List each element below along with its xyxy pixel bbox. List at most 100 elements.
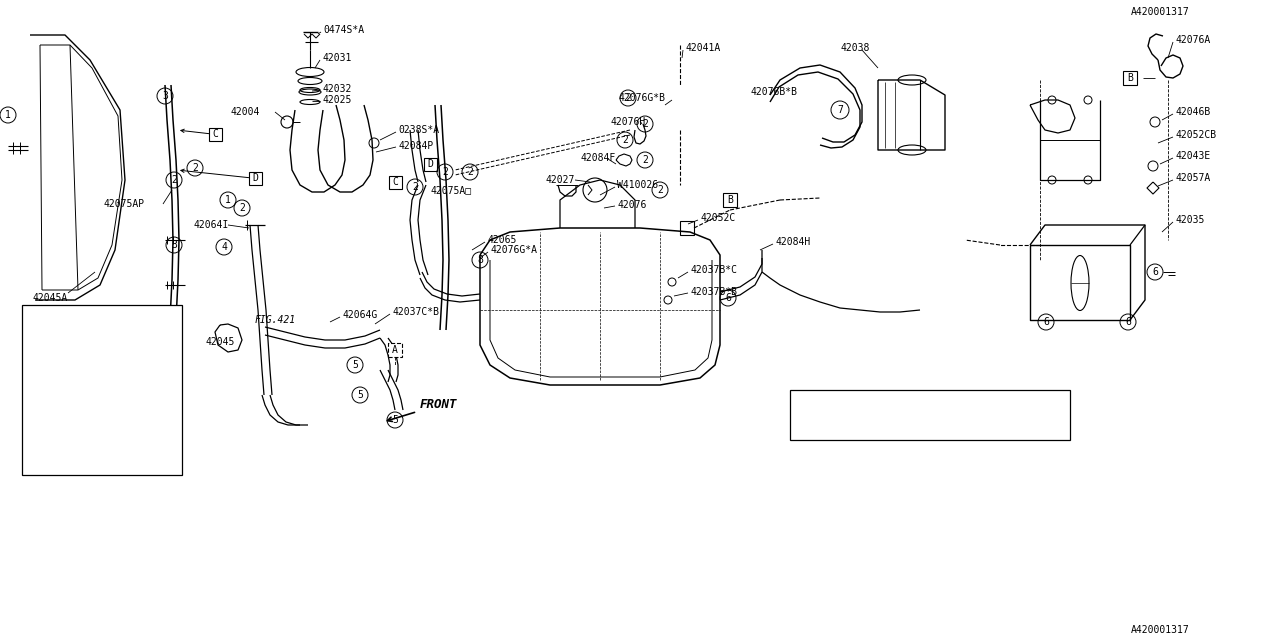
Bar — [790, 390, 1070, 440]
Text: 42076H: 42076H — [611, 117, 645, 127]
Text: 5: 5 — [33, 408, 38, 418]
Text: 7: 7 — [33, 456, 38, 466]
Text: 6: 6 — [1152, 267, 1158, 277]
Text: 0923S*B: 0923S*B — [55, 360, 96, 370]
Text: 2: 2 — [643, 155, 648, 165]
Text: 42032: 42032 — [323, 84, 352, 94]
Bar — [248, 172, 261, 184]
Text: 42031: 42031 — [323, 53, 352, 63]
Text: 42076G*A: 42076G*A — [490, 245, 538, 255]
Text: A420001317: A420001317 — [1132, 625, 1190, 635]
Text: <03MY0303-     >: <03MY0303- > — [899, 422, 992, 432]
Text: 5: 5 — [392, 415, 398, 425]
Text: 42037B*A: 42037B*A — [823, 397, 870, 407]
Text: 6: 6 — [33, 432, 38, 442]
Bar — [680, 221, 694, 235]
Text: W410026: W410026 — [617, 180, 658, 190]
Bar — [388, 343, 402, 357]
Text: 2: 2 — [33, 336, 38, 346]
Text: 42075AP: 42075AP — [102, 199, 145, 209]
Text: 6: 6 — [1125, 317, 1132, 327]
Text: 42075A□: 42075A□ — [430, 185, 471, 195]
Text: 42045A: 42045A — [32, 293, 68, 303]
Text: 2: 2 — [442, 167, 448, 177]
Text: 2: 2 — [192, 163, 198, 173]
Text: 42057A: 42057A — [1175, 173, 1211, 183]
Text: 42025: 42025 — [323, 95, 352, 105]
Text: 42045: 42045 — [205, 337, 234, 347]
Text: 42076A: 42076A — [1175, 35, 1211, 45]
Text: A420001317: A420001317 — [1132, 7, 1190, 17]
Text: 4: 4 — [33, 384, 38, 394]
Bar — [209, 127, 221, 141]
Text: 8: 8 — [477, 255, 483, 265]
Text: 5: 5 — [357, 390, 364, 400]
Text: 42075AN: 42075AN — [55, 384, 96, 394]
Text: 0238S*A: 0238S*A — [398, 125, 439, 135]
Text: 2: 2 — [172, 175, 177, 185]
Text: 3: 3 — [172, 240, 177, 250]
Text: 42052C: 42052C — [700, 213, 735, 223]
Text: FIG.421: FIG.421 — [255, 315, 296, 325]
Text: 2: 2 — [622, 135, 628, 145]
Text: 2: 2 — [643, 119, 648, 129]
Text: 42038: 42038 — [840, 43, 869, 53]
Text: 6: 6 — [1043, 317, 1048, 327]
Text: <     -03MY0302>: < -03MY0302> — [899, 397, 992, 407]
Text: 81904: 81904 — [823, 422, 852, 432]
Text: 1: 1 — [5, 110, 12, 120]
Text: D: D — [252, 173, 259, 183]
Text: 0474S*B: 0474S*B — [55, 312, 96, 322]
Text: 42076: 42076 — [617, 200, 646, 210]
Text: 42076B*B: 42076B*B — [750, 87, 797, 97]
Text: 42064I: 42064I — [193, 220, 228, 230]
Text: 5: 5 — [352, 360, 358, 370]
Text: C: C — [212, 129, 218, 139]
Text: 42052CB: 42052CB — [1175, 130, 1216, 140]
Text: 42004: 42004 — [230, 107, 260, 117]
Text: 8: 8 — [801, 397, 806, 407]
Text: 42041A: 42041A — [685, 43, 721, 53]
Text: 0238S*C: 0238S*C — [55, 432, 96, 442]
Text: 42043E: 42043E — [1175, 151, 1211, 161]
Text: 0474S*A: 0474S*A — [323, 25, 364, 35]
Text: 2: 2 — [625, 93, 631, 103]
Text: B: B — [1128, 73, 1133, 83]
Text: 42037C*B: 42037C*B — [392, 307, 439, 317]
Text: B: B — [727, 195, 733, 205]
Text: 42035: 42035 — [1175, 215, 1204, 225]
Bar — [1123, 71, 1137, 85]
Text: 2: 2 — [239, 203, 244, 213]
Text: 1: 1 — [225, 195, 230, 205]
Text: 3: 3 — [163, 91, 168, 101]
Text: D: D — [428, 159, 433, 169]
Text: 42084H: 42084H — [774, 237, 810, 247]
Text: 42046B: 42046B — [1175, 107, 1211, 117]
Text: FRONT: FRONT — [388, 399, 457, 422]
Text: 42084F: 42084F — [580, 153, 616, 163]
Text: 42037B*C: 42037B*C — [690, 265, 737, 275]
Text: 2: 2 — [657, 185, 663, 195]
Bar — [389, 175, 402, 189]
Text: 42084P: 42084P — [398, 141, 433, 151]
Text: 42076B*A: 42076B*A — [55, 456, 102, 466]
Text: 42076G*B: 42076G*B — [618, 93, 666, 103]
Text: 42064G: 42064G — [342, 310, 378, 320]
Bar — [22, 305, 182, 475]
Text: 0238S*B: 0238S*B — [55, 408, 96, 418]
Text: 42037B*B: 42037B*B — [690, 287, 737, 297]
Text: C: C — [392, 177, 398, 187]
Text: A: A — [392, 345, 398, 355]
Text: 7: 7 — [837, 105, 844, 115]
Text: 42065: 42065 — [486, 235, 516, 245]
Text: 0923S*A: 0923S*A — [55, 336, 96, 346]
Text: 3: 3 — [33, 360, 38, 370]
Text: 42027: 42027 — [545, 175, 575, 185]
Text: 2: 2 — [412, 182, 419, 192]
Text: 4: 4 — [221, 242, 227, 252]
Text: 6: 6 — [724, 293, 731, 303]
Text: 1: 1 — [33, 312, 38, 322]
Bar — [723, 193, 737, 207]
Text: 2: 2 — [467, 167, 472, 177]
Bar — [424, 157, 436, 170]
